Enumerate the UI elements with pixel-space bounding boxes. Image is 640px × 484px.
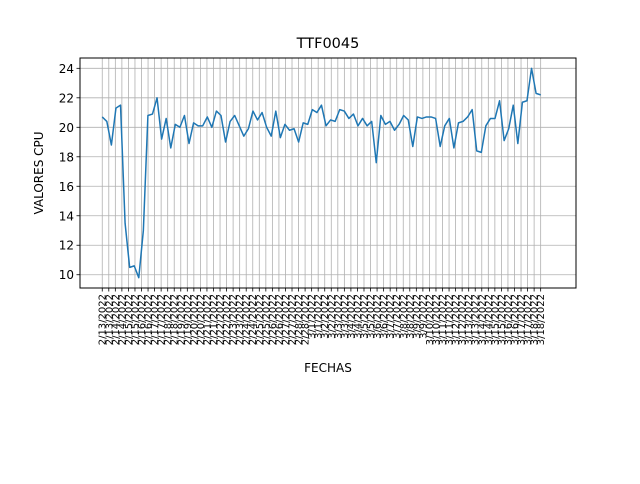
chart-title: TTF0045 [296,36,360,52]
x-tick-label: 2/28/2022 [301,294,312,345]
x-axis-label: FECHAS [304,361,352,375]
x-tick-label: 2/27/2022 [288,294,299,345]
x-tick-label: 2/21/2022 [209,294,220,345]
x-tick-label: 2/28/2022 [294,294,305,345]
y-tick-label: 14 [59,209,74,223]
x-tick-label: 3/11/2022 [445,294,456,345]
x-tick-label: 2/26/2022 [274,294,285,345]
x-tick-label: 2/15/2022 [124,294,135,345]
x-tick-label: 2/24/2022 [248,294,259,345]
x-tick-label: 2/14/2022 [117,294,128,345]
x-tick-label: 2/17/2022 [157,294,168,345]
x-tick-label: 3/8/2022 [405,294,416,339]
y-axis: 10 12 14 16 18 20 22 24 [59,62,80,282]
x-tick-label: 2/20/2022 [189,294,200,345]
x-tick-label: 3/15/2022 [497,294,508,345]
series-line-cpu [101,67,541,279]
x-tick-label: 3/6/2022 [379,294,390,339]
x-tick-label: 3/10/2022 [431,294,442,345]
x-tick-label: 3/7/2022 [392,294,403,339]
x-tick-label: 2/23/2022 [235,294,246,345]
x-tick-label: 2/18/2022 [163,294,174,345]
x-tick-label: 3/10/2022 [425,294,436,345]
x-tick-label: 3/5/2022 [359,294,370,339]
x-tick-label: 3/8/2022 [399,294,410,339]
x-tick-label: 3/3/2022 [340,294,351,339]
y-tick-label: 20 [59,121,74,135]
y-tick-label: 22 [59,91,74,105]
x-tick-label: 3/1/2022 [307,294,318,339]
y-tick-label: 24 [59,62,74,76]
x-tick-label: 2/24/2022 [242,294,253,345]
x-tick-label: 3/1/2022 [314,294,325,339]
x-tick-label: 3/4/2022 [353,294,364,339]
x-tick-label: 3/12/2022 [451,294,462,345]
plot-area-frame [79,57,577,289]
x-tick-label: 3/16/2022 [510,294,521,345]
x-tick-label: 3/17/2022 [517,294,528,345]
x-tick-label: 3/6/2022 [373,294,384,339]
x-tick-label: 3/14/2022 [484,294,495,345]
x-tick-label: 3/18/2022 [536,294,547,345]
x-tick-label: 2/20/2022 [196,294,207,345]
x-tick-label: 2/22/2022 [222,294,233,345]
x-tick-label: 3/4/2022 [346,294,357,339]
x-tick-label: 3/13/2022 [471,294,482,345]
x-tick-label: 3/9/2022 [412,294,423,339]
x-tick-label: 2/16/2022 [144,294,155,345]
x-tick-label: 3/18/2022 [530,294,541,345]
x-tick-label: 2/21/2022 [202,294,213,345]
x-tick-label: 2/17/2022 [150,294,161,345]
x-tick-label: 3/15/2022 [490,294,501,345]
x-tick-label: 2/16/2022 [137,294,148,345]
x-tick-label: 2/22/2022 [216,294,227,345]
x-tick-label: 2/14/2022 [111,294,122,345]
y-axis-label: VALORES CPU [32,131,46,214]
x-tick-label: 3/2/2022 [320,294,331,339]
x-tick-label: 2/25/2022 [255,294,266,345]
x-tick-label: 3/9/2022 [418,294,429,339]
x-tick-label: 2/27/2022 [281,294,292,345]
x-tick-label: 2/13/2022 [98,294,109,345]
y-tick-label: 18 [59,150,74,164]
x-tick-label: 2/19/2022 [183,294,194,345]
x-tick-label: 3/5/2022 [366,294,377,339]
x-tick-label: 3/13/2022 [464,294,475,345]
x-tick-label: 3/2/2022 [327,294,338,339]
x-axis: 2/13/20222/13/20222/14/20222/14/20222/15… [98,288,547,345]
x-tick-label: 2/23/2022 [229,294,240,345]
x-tick-label: 3/16/2022 [503,294,514,345]
y-tick-label: 16 [59,180,74,194]
x-tick-label: 2/15/2022 [130,294,141,345]
x-tick-label: 3/7/2022 [386,294,397,339]
x-tick-label: 2/25/2022 [261,294,272,345]
grid-lines [80,58,576,288]
x-tick-label: 3/14/2022 [477,294,488,345]
y-tick-label: 12 [59,239,74,253]
x-tick-label: 2/19/2022 [176,294,187,345]
x-tick-label: 3/17/2022 [523,294,534,345]
x-tick-label: 3/3/2022 [333,294,344,339]
x-tick-label: 2/18/2022 [170,294,181,345]
x-tick-label: 3/11/2022 [438,294,449,345]
x-tick-label: 2/13/2022 [104,294,115,345]
x-tick-label: 3/12/2022 [458,294,469,345]
y-tick-label: 10 [59,268,74,282]
x-tick-label: 2/26/2022 [268,294,279,345]
